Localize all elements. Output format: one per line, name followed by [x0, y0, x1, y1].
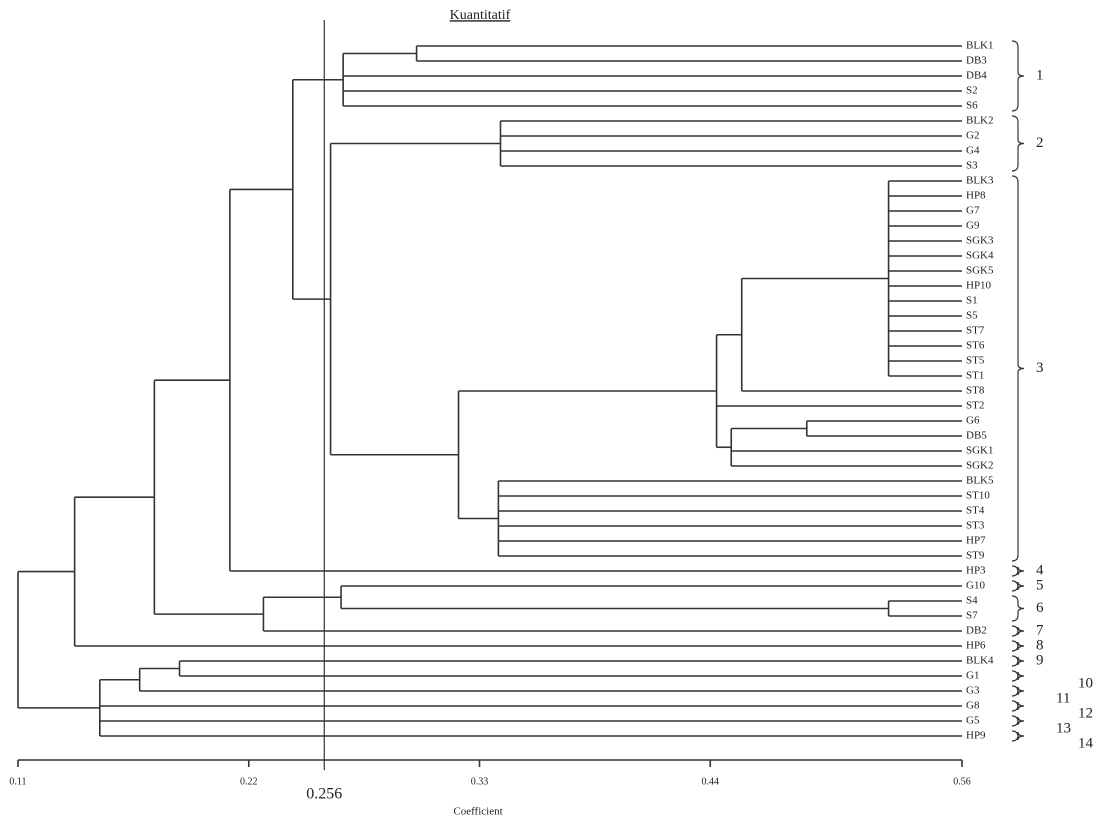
leaf-label: BLK4: [966, 655, 994, 667]
leaf-label: ST6: [966, 340, 985, 352]
cluster-brace: [1012, 581, 1024, 591]
cluster-brace: [1012, 641, 1024, 651]
chart: Kuantitatif Coefficient 0.11 0.22 0.33 0.44…: [0, 0, 1115, 822]
x-tick-label: 0.22: [240, 776, 258, 787]
leaf-label: BLK5: [966, 475, 994, 487]
cluster-brace: [1012, 731, 1024, 741]
leaf-label: S3: [966, 160, 978, 172]
cut-label: 0.256: [306, 786, 342, 803]
leaf-label: SGK4: [966, 250, 994, 262]
cluster-brace: [1012, 596, 1024, 621]
leaf-label: SGK5: [966, 265, 994, 277]
leaf-label: SGK3: [966, 235, 994, 247]
cluster-label: 6: [1036, 600, 1044, 616]
leaf-label: G6: [966, 415, 980, 427]
leaf-label: HP9: [966, 730, 986, 742]
leaf-label: G1: [966, 670, 979, 682]
leaf-label: ST3: [966, 520, 985, 532]
x-tick-label: 0.33: [471, 776, 489, 787]
leaf-label: HP8: [966, 190, 986, 202]
chart-title: Kuantitatif: [450, 8, 511, 23]
leaf-label: G9: [966, 220, 980, 232]
leaf-label: ST2: [966, 400, 984, 412]
leaf-label: HP6: [966, 640, 986, 652]
cluster-brace: [1012, 116, 1024, 171]
leaf-label: ST7: [966, 325, 985, 337]
leaf-label: HP3: [966, 565, 986, 577]
leaf-label: ST8: [966, 385, 985, 397]
leaf-label: ST5: [966, 355, 985, 367]
leaf-label: S7: [966, 610, 978, 622]
cluster-label: 10: [1078, 675, 1093, 691]
cluster-brace: [1012, 41, 1024, 111]
cluster-label: 5: [1036, 577, 1044, 593]
leaf-label: HP10: [966, 280, 992, 292]
leaf-label: G7: [966, 205, 980, 217]
cluster-label: 13: [1056, 720, 1071, 736]
cluster-label: 14: [1078, 735, 1094, 751]
cluster-label: 12: [1078, 705, 1093, 721]
x-tick-label: 0.56: [953, 776, 971, 787]
cluster-label: 9: [1036, 652, 1044, 668]
leaf-label: BLK3: [966, 175, 994, 187]
leaf-label: S6: [966, 100, 978, 112]
leaf-label: S1: [966, 295, 978, 307]
leaf-label: BLK1: [966, 40, 994, 52]
cluster-label: 7: [1036, 622, 1044, 638]
leaf-label: S4: [966, 595, 978, 607]
cluster-brace: [1012, 176, 1024, 561]
cluster-label: 2: [1036, 135, 1044, 151]
leaf-label: G3: [966, 685, 980, 697]
x-tick-label: 0.11: [9, 776, 26, 787]
cluster-brace: [1012, 716, 1024, 726]
cluster-label: 4: [1036, 562, 1044, 578]
leaf-label: G4: [966, 145, 980, 157]
leaf-label: DB5: [966, 430, 987, 442]
leaf-label: G8: [966, 700, 980, 712]
leaf-label: G10: [966, 580, 985, 592]
x-axis-label: Coefficient: [453, 806, 502, 818]
cluster-label: 11: [1056, 690, 1070, 706]
leaf-label: ST1: [966, 370, 984, 382]
leaf-label: ST4: [966, 505, 985, 517]
leaf-label: DB2: [966, 625, 987, 637]
cluster-label: 8: [1036, 637, 1044, 653]
leaf-label: ST10: [966, 490, 990, 502]
leaf-label: SGK1: [966, 445, 994, 457]
cluster-brace: [1012, 671, 1024, 681]
leaf-label: ST9: [966, 550, 985, 562]
cluster-label: 1: [1036, 67, 1044, 83]
leaf-label: G2: [966, 130, 979, 142]
leaf-label: BLK2: [966, 115, 994, 127]
leaf-label: S5: [966, 310, 978, 322]
leaf-label: DB4: [966, 70, 987, 82]
x-tick-label: 0.44: [702, 776, 720, 787]
leaf-label: SGK2: [966, 460, 994, 472]
cluster-brace: [1012, 686, 1024, 696]
leaf-label: S2: [966, 85, 978, 97]
cluster-brace: [1012, 626, 1024, 636]
leaf-label: G5: [966, 715, 980, 727]
cluster-label: 3: [1036, 360, 1044, 376]
leaf-label: DB3: [966, 55, 987, 67]
leaf-label: HP7: [966, 535, 986, 547]
cluster-brace: [1012, 701, 1024, 711]
cluster-brace: [1012, 566, 1024, 576]
cluster-brace: [1012, 656, 1024, 666]
